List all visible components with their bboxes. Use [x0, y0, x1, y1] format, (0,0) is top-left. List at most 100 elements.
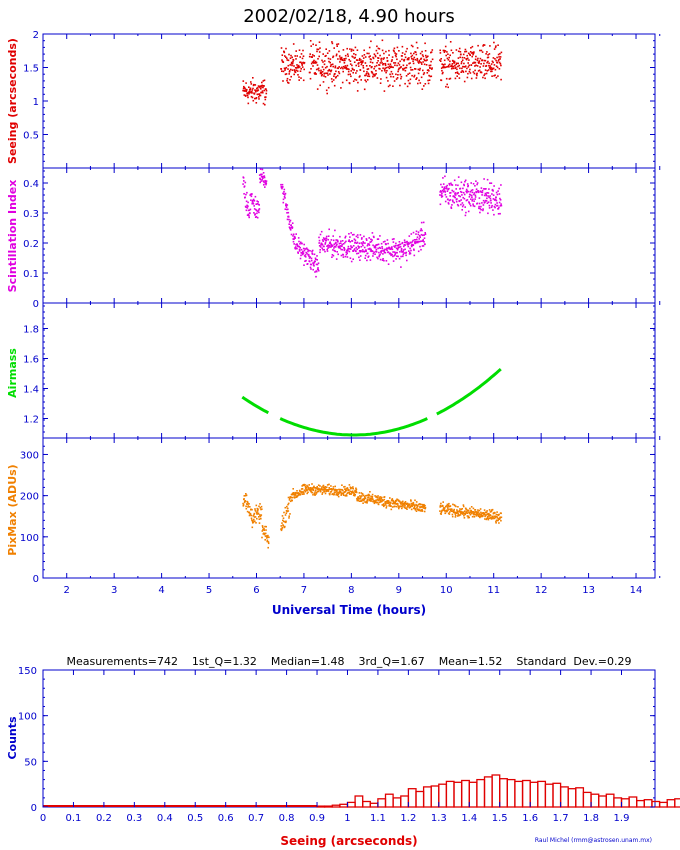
data-point [387, 66, 389, 68]
data-point [499, 56, 502, 58]
data-point [284, 514, 287, 516]
data-point [374, 65, 376, 68]
data-point [430, 75, 433, 78]
data-point [366, 52, 368, 55]
data-point [287, 82, 290, 84]
data-point [281, 70, 283, 72]
data-point [422, 221, 425, 224]
data-point [496, 202, 498, 204]
data-point [446, 83, 448, 86]
data-point [384, 504, 386, 506]
data-point [327, 247, 329, 249]
data-point [454, 513, 456, 515]
data-point [490, 202, 492, 204]
data-point [497, 44, 499, 46]
data-point [339, 242, 342, 244]
data-point [385, 507, 388, 509]
data-point [312, 62, 315, 64]
data-point [322, 81, 325, 83]
data-point [394, 501, 397, 504]
data-point [335, 258, 338, 260]
data-point [493, 41, 495, 44]
data-point [315, 270, 318, 273]
data-point [307, 249, 310, 251]
data-point [451, 510, 453, 512]
histogram-bar [346, 801, 356, 808]
data-point [495, 513, 498, 516]
data-point [350, 245, 352, 247]
data-point [386, 69, 388, 72]
pixmax-x-ticks [66, 438, 661, 578]
data-point [497, 518, 500, 520]
data-point [334, 77, 337, 79]
data-point [268, 536, 270, 539]
data-point [407, 58, 410, 61]
data-point [361, 493, 364, 495]
data-point [495, 196, 497, 199]
histogram-bar [575, 787, 585, 808]
data-point [387, 502, 390, 505]
data-point [319, 251, 321, 254]
data-point [386, 239, 389, 241]
data-point [394, 253, 396, 256]
data-point [334, 489, 337, 492]
data-point [466, 54, 468, 57]
data-point [349, 490, 351, 493]
data-point [322, 484, 325, 487]
data-point [448, 56, 450, 59]
data-point [423, 510, 426, 513]
data-point [259, 94, 262, 97]
data-point [289, 229, 292, 231]
data-point [376, 243, 379, 246]
data-point [461, 70, 463, 72]
data-point [369, 65, 371, 67]
data-point [250, 517, 253, 520]
data-point [285, 66, 288, 69]
data-point [262, 177, 264, 180]
data-point [296, 70, 299, 72]
data-point [292, 60, 294, 63]
histogram-bar [628, 796, 638, 808]
data-point [408, 57, 410, 59]
data-point [400, 66, 402, 68]
data-point [248, 216, 250, 219]
data-point [379, 68, 381, 70]
data-point [480, 63, 482, 65]
data-point [306, 492, 308, 495]
data-point [343, 62, 346, 64]
data-point [354, 239, 357, 242]
data-point [404, 504, 406, 507]
data-point [376, 256, 378, 259]
data-point [485, 188, 487, 190]
data-point [463, 62, 465, 65]
data-point [459, 51, 462, 53]
data-point [463, 183, 465, 186]
data-point [254, 89, 257, 92]
data-point [341, 240, 344, 242]
data-point [249, 513, 252, 516]
data-point [381, 49, 384, 52]
data-point [404, 69, 407, 72]
data-point [484, 515, 486, 518]
histogram-bar [316, 805, 326, 808]
data-point [493, 205, 496, 208]
data-point [321, 73, 323, 76]
data-point [500, 78, 502, 81]
data-point [281, 515, 284, 517]
data-point [353, 69, 355, 71]
data-point [417, 240, 419, 243]
data-point [375, 49, 378, 52]
data-point [348, 250, 351, 253]
data-point [294, 67, 297, 69]
data-point [369, 241, 371, 243]
data-point [440, 513, 442, 515]
data-point [422, 245, 425, 247]
data-point [349, 48, 351, 50]
data-point [333, 47, 335, 49]
data-point [382, 258, 384, 260]
data-point [282, 70, 285, 73]
data-point [444, 200, 447, 203]
data-point [303, 249, 306, 252]
data-point [401, 502, 404, 505]
